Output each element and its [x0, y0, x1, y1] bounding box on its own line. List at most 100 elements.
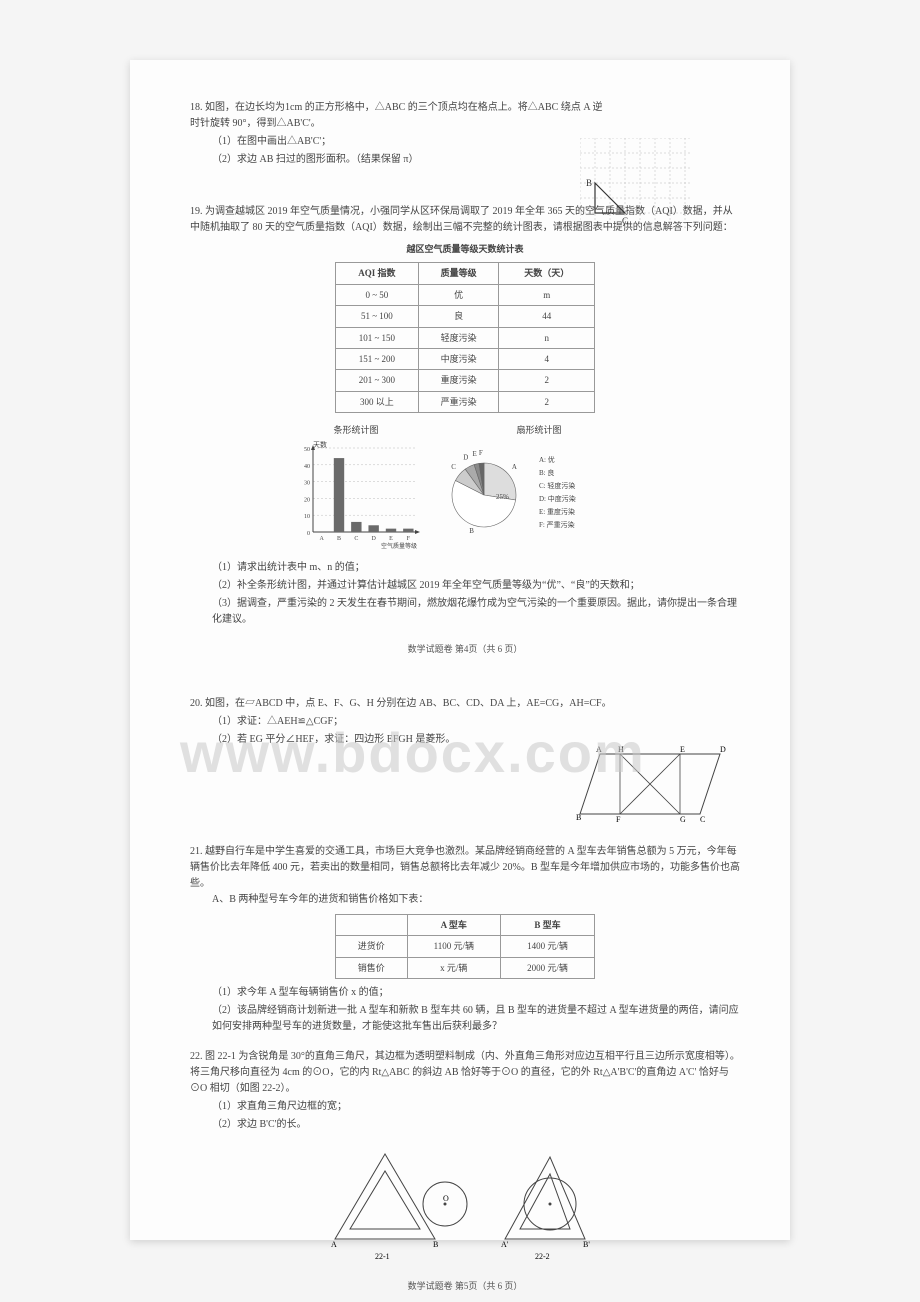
bike-h0 — [336, 914, 408, 935]
svg-text:A: A — [331, 1240, 337, 1249]
q22-sub1: （1）求直角三角尺边框的宽； — [190, 1099, 740, 1115]
svg-text:B: B — [469, 527, 474, 535]
pie-chart: ABCDEF25%A: 优B: 良C: 轻度污染D: 中度污染E: 重度污染F:… — [439, 440, 639, 550]
q19-sub1: （1）请求出统计表中 m、n 的值； — [190, 560, 740, 576]
svg-text:22-2: 22-2 — [535, 1252, 550, 1259]
svg-text:A: A — [512, 463, 517, 471]
table-cell: 2000 元/辆 — [501, 957, 595, 978]
svg-text:F: F — [616, 815, 621, 824]
table-cell: 重度污染 — [418, 370, 499, 391]
table-cell: 进货价 — [336, 936, 408, 957]
svg-text:A: A — [596, 745, 602, 754]
pie-chart-wrap: 扇形统计图 ABCDEF25%A: 优B: 良C: 轻度污染D: 中度污染E: … — [439, 423, 639, 549]
svg-text:40: 40 — [304, 463, 310, 469]
svg-text:G: G — [680, 815, 686, 824]
page-footer-5: 数学试题卷 第5页（共 6 页） — [190, 1279, 740, 1293]
table-cell: 0 ~ 50 — [336, 284, 419, 305]
q18-sub2: （2）求边 AB 扫过的图形面积。（结果保留 π） — [190, 152, 610, 168]
svg-text:E: E — [680, 745, 685, 754]
q18-sub1: （1）在图中画出△AB'C'； — [190, 134, 610, 150]
q22-stem: 22. 图 22-1 为含锐角是 30°的直角三角尺，其边框为透明塑料制成（内、… — [190, 1049, 740, 1097]
bar-chart-wrap: 条形统计图 天数01020304050ABCDEF空气质量等级 — [291, 423, 421, 549]
svg-text:20: 20 — [304, 497, 310, 503]
svg-text:A': A' — [501, 1240, 509, 1249]
table-cell: 101 ~ 150 — [336, 327, 419, 348]
question-22: 22. 图 22-1 为含锐角是 30°的直角三角尺，其边框为透明塑料制成（内、… — [190, 1049, 740, 1265]
q21-sub1: （1）求今年 A 型车每辆销售价 x 的值； — [190, 985, 740, 1001]
question-18: 18. 如图，在边长均为1cm 的正方形格中，△ABC 的三个顶点均在格点上。将… — [190, 100, 740, 190]
table-cell: x 元/辆 — [407, 957, 500, 978]
bike-h1: A 型车 — [407, 914, 500, 935]
aqi-h0: AQI 指数 — [336, 263, 419, 284]
q22-sub2: （2）求边 B'C'的长。 — [190, 1117, 740, 1133]
svg-text:A: A — [319, 536, 324, 542]
q19-sub3: （3）据调查，严重污染的 2 天发生在春节期间，燃放烟花爆竹成为空气污染的一个重… — [190, 596, 740, 628]
svg-text:50: 50 — [304, 447, 310, 453]
svg-text:C: C — [622, 216, 628, 226]
aqi-h1: 质量等级 — [418, 263, 499, 284]
page-footer-4: 数学试题卷 第4页（共 6 页） — [190, 642, 740, 656]
svg-text:B: 良: B: 良 — [539, 468, 554, 477]
svg-text:C: 轻度污染: C: 轻度污染 — [539, 481, 575, 490]
q20-stem: 20. 如图，在▱ABCD 中，点 E、F、G、H 分别在边 AB、BC、CD、… — [190, 696, 740, 712]
bike-h2: B 型车 — [501, 914, 595, 935]
q19-sub2: （2）补全条形统计图，并通过计算估计越城区 2019 年全年空气质量等级为“优”… — [190, 578, 740, 594]
svg-text:天数: 天数 — [313, 440, 327, 449]
exam-page: 18. 如图，在边长均为1cm 的正方形格中，△ABC 的三个顶点均在格点上。将… — [130, 60, 790, 1240]
q20-sub1: （1）求证：△AEH≌△CGF； — [190, 714, 740, 730]
pie-title: 扇形统计图 — [439, 423, 639, 437]
svg-text:B: B — [576, 813, 581, 822]
svg-text:30: 30 — [304, 480, 310, 486]
bike-table: A 型车 B 型车 进货价1100 元/辆1400 元/辆销售价x 元/辆200… — [335, 914, 595, 979]
q19-charts: 条形统计图 天数01020304050ABCDEF空气质量等级 扇形统计图 AB… — [190, 423, 740, 549]
svg-text:空气质量等级: 空气质量等级 — [381, 542, 417, 550]
svg-text:H: H — [618, 745, 624, 754]
table-cell: 300 以上 — [336, 391, 419, 412]
svg-text:25%: 25% — [496, 493, 509, 501]
table-cell: 良 — [418, 306, 499, 327]
table-cell: 151 ~ 200 — [336, 348, 419, 369]
page-gap — [190, 656, 740, 696]
table-cell: 销售价 — [336, 957, 408, 978]
svg-text:C: C — [451, 463, 456, 471]
svg-text:O: O — [443, 1194, 449, 1203]
q18-grid: B C — [580, 138, 690, 228]
table-cell: 严重污染 — [418, 391, 499, 412]
svg-text:E: E — [473, 450, 477, 458]
table-cell: 201 ~ 300 — [336, 370, 419, 391]
svg-text:F: F — [479, 449, 483, 457]
table-cell: 优 — [418, 284, 499, 305]
q20-figure: A D B C H E F G — [190, 744, 740, 830]
table-cell: 轻度污染 — [418, 327, 499, 348]
q21-stem: 21. 越野自行车是中学生喜爱的交通工具，市场巨大竞争也激烈。某品牌经销商经营的… — [190, 844, 740, 892]
svg-text:10: 10 — [304, 514, 310, 520]
svg-text:E: 重度污染: E: 重度污染 — [539, 507, 575, 516]
svg-text:C: C — [700, 815, 705, 824]
svg-text:D: D — [463, 453, 468, 461]
q18-stem: 18. 如图，在边长均为1cm 的正方形格中，△ABC 的三个顶点均在格点上。将… — [190, 100, 610, 132]
question-20: 20. 如图，在▱ABCD 中，点 E、F、G、H 分别在边 AB、BC、CD、… — [190, 696, 740, 830]
svg-text:C: C — [354, 536, 358, 542]
svg-text:0: 0 — [307, 531, 310, 537]
svg-text:B: B — [433, 1240, 438, 1249]
table-cell: 1100 元/辆 — [407, 936, 500, 957]
svg-text:A: 优: A: 优 — [539, 455, 555, 464]
aqi-h2: 天数（天） — [499, 263, 595, 284]
aqi-table-title: 越区空气质量等级天数统计表 — [190, 242, 740, 256]
table-cell: 中度污染 — [418, 348, 499, 369]
q21-sub2: （2）该品牌经销商计划新进一批 A 型车和新款 B 型车共 60 辆，且 B 型… — [190, 1003, 740, 1035]
svg-text:B': B' — [583, 1240, 590, 1249]
table-cell: m — [499, 284, 595, 305]
table-cell: n — [499, 327, 595, 348]
table-cell: 44 — [499, 306, 595, 327]
svg-text:B: B — [586, 178, 592, 188]
question-19: 19. 为调查越城区 2019 年空气质量情况，小强同学从区环保局调取了 201… — [190, 204, 740, 628]
table-cell: 1400 元/辆 — [501, 936, 595, 957]
question-21: 21. 越野自行车是中学生喜爱的交通工具，市场巨大竞争也激烈。某品牌经销商经营的… — [190, 844, 740, 1035]
svg-text:22-1: 22-1 — [375, 1252, 390, 1259]
svg-text:D: D — [720, 745, 726, 754]
table-cell: 2 — [499, 391, 595, 412]
table-cell: 2 — [499, 370, 595, 391]
svg-text:B: B — [337, 536, 341, 542]
svg-text:F: F — [407, 536, 411, 542]
